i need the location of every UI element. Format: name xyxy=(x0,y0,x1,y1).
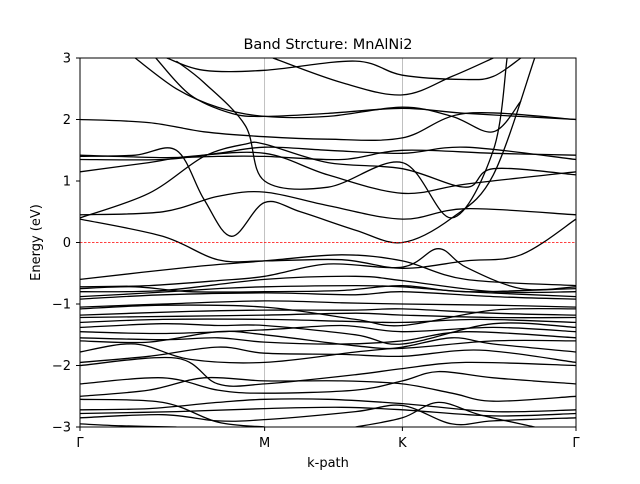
band-line xyxy=(175,58,508,219)
band-line xyxy=(80,404,576,426)
band-line xyxy=(166,58,522,81)
y-tick-label: 3 xyxy=(63,52,71,67)
chart-title: Band Strcture: MnAlNi2 xyxy=(243,37,412,53)
band-line xyxy=(80,331,576,345)
y-ticks: −3 −2 −1 0 1 2 3 xyxy=(52,52,80,436)
band-line xyxy=(80,58,536,244)
band-line xyxy=(80,324,576,335)
band-line xyxy=(80,406,576,417)
band-line xyxy=(80,254,576,287)
band-line xyxy=(80,291,576,300)
x-tick-label: M xyxy=(259,436,270,451)
x-tick-label: Γ xyxy=(572,436,580,451)
y-tick-label: −3 xyxy=(52,421,71,436)
band-line xyxy=(80,376,576,402)
band-line xyxy=(80,284,576,293)
band-line xyxy=(80,346,576,364)
x-tick-label: K xyxy=(398,436,407,451)
band-line xyxy=(80,308,576,316)
band-line xyxy=(80,304,576,327)
band-line xyxy=(355,401,535,427)
band-line xyxy=(134,58,522,133)
band-line xyxy=(80,312,576,319)
band-line xyxy=(80,218,576,269)
y-tick-label: −1 xyxy=(52,298,71,313)
y-tick-label: 2 xyxy=(63,113,71,128)
x-axis-label: k-path xyxy=(307,456,349,471)
y-axis-label: Energy (eV) xyxy=(29,204,44,281)
y-tick-label: −2 xyxy=(52,359,71,374)
band-line xyxy=(80,337,576,364)
band-line xyxy=(80,356,576,387)
y-tick-label: 1 xyxy=(63,175,71,190)
band-line xyxy=(80,318,576,324)
band-line xyxy=(80,248,576,291)
band-line xyxy=(80,330,576,350)
band-line xyxy=(80,398,576,413)
band-line xyxy=(80,146,576,161)
band-line xyxy=(155,58,576,121)
bands xyxy=(80,58,576,427)
band-line xyxy=(80,141,576,219)
band-line xyxy=(80,151,576,195)
y-tick-label: 0 xyxy=(63,236,71,251)
x-tick-label: Γ xyxy=(76,436,84,451)
band-line xyxy=(80,398,265,427)
band-line xyxy=(80,190,576,220)
band-line xyxy=(272,58,494,96)
band-line xyxy=(80,300,576,308)
band-line xyxy=(80,370,576,394)
band-line xyxy=(80,322,576,345)
band-line xyxy=(80,275,576,294)
